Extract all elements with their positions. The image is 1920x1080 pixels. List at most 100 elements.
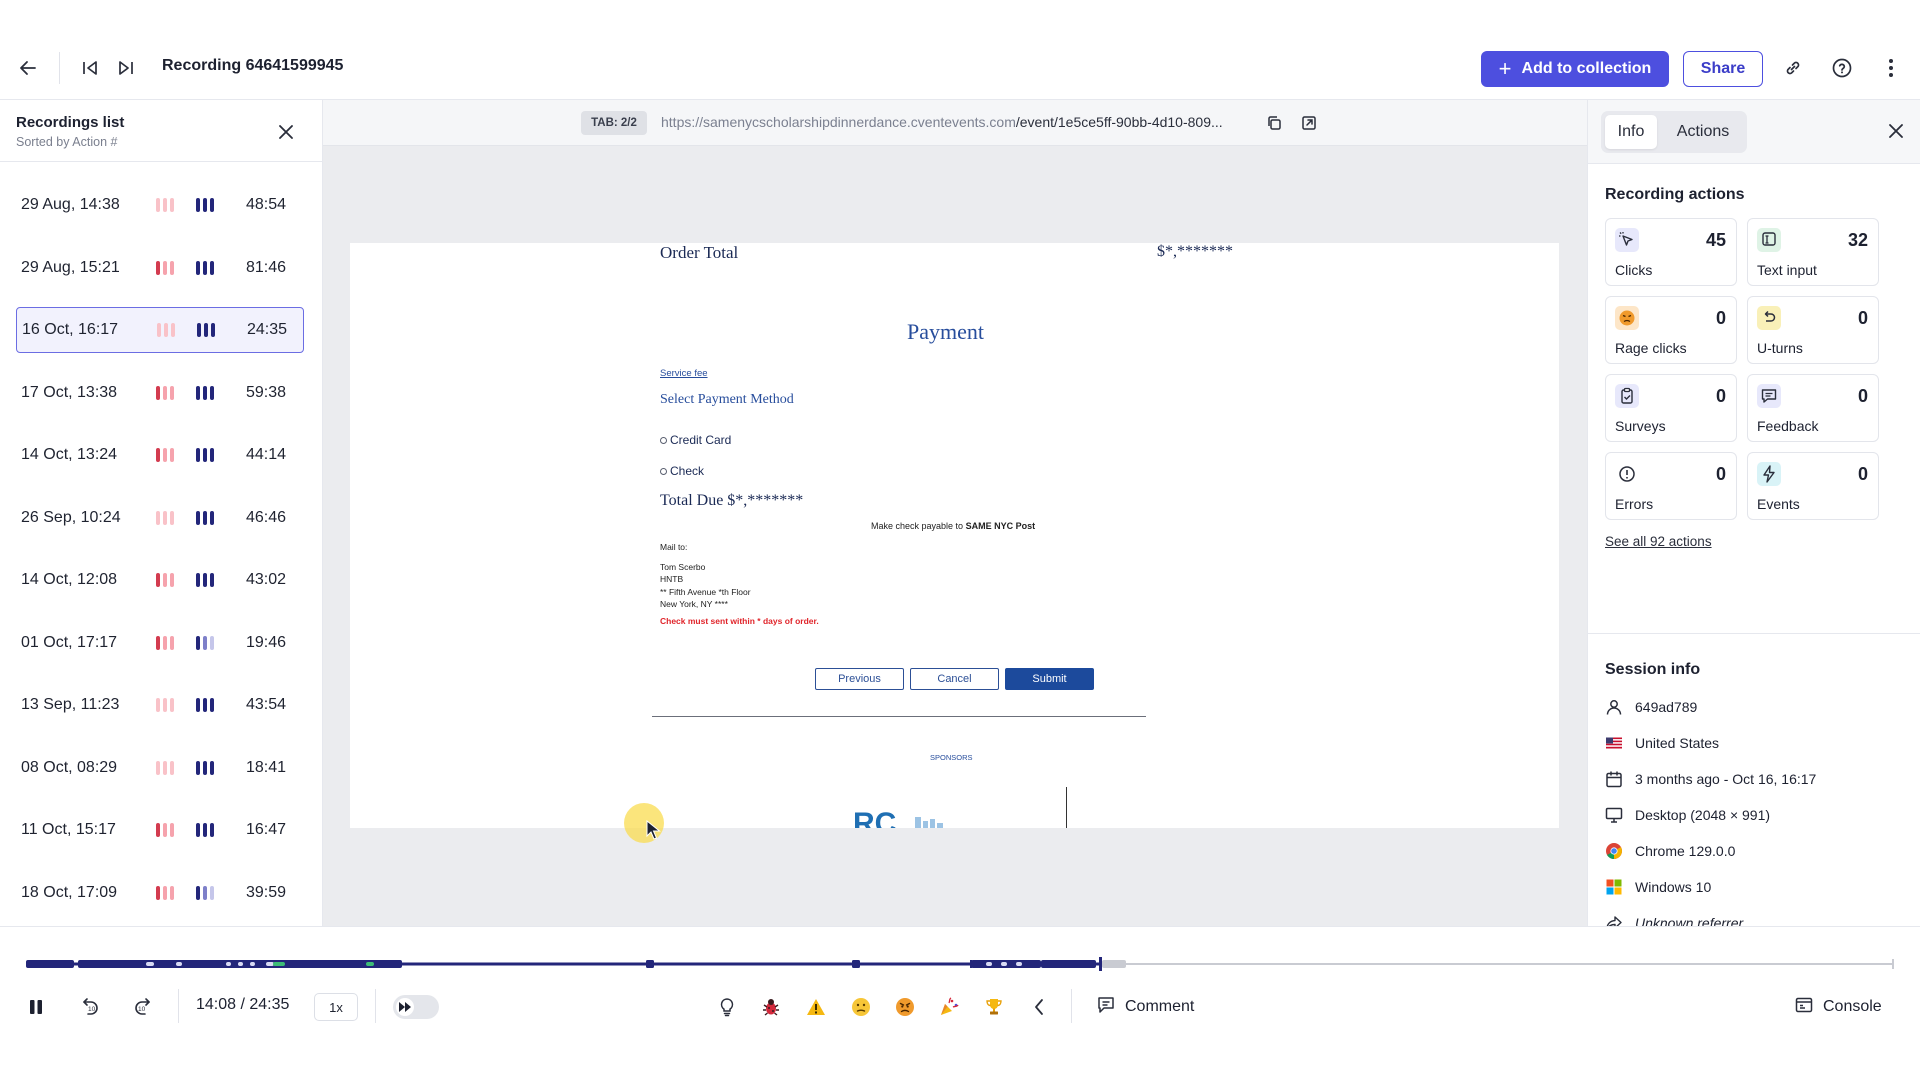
page-divider: [652, 716, 1146, 717]
see-all-actions-link[interactable]: See all 92 actions: [1605, 534, 1712, 549]
timeline-event-cluster: [216, 960, 306, 968]
action-card[interactable]: 32 Text input: [1747, 218, 1879, 286]
open-external-icon[interactable]: [1298, 112, 1320, 134]
check-option[interactable]: Check: [660, 464, 704, 478]
angry-face-icon[interactable]: [893, 995, 917, 1019]
action-card[interactable]: 0 U-turns: [1747, 296, 1879, 364]
recording-duration: 39:59: [246, 883, 287, 901]
sponsor-divider: [1066, 787, 1067, 828]
rage-level-indicator: [156, 198, 174, 212]
submit-button[interactable]: Submit: [1005, 668, 1094, 690]
feedback-icon: [1757, 384, 1781, 408]
action-card[interactable]: 0 Rage clicks: [1605, 296, 1737, 364]
comment-label: Comment: [1125, 998, 1195, 1015]
confused-face-icon[interactable]: [849, 995, 873, 1019]
comment-button[interactable]: Comment: [1097, 992, 1194, 1022]
help-icon[interactable]: [1828, 54, 1856, 82]
radio-icon[interactable]: [660, 467, 667, 475]
credit-card-option[interactable]: Credit Card: [660, 433, 731, 447]
level-bar: [156, 385, 160, 400]
action-card[interactable]: 0 Events: [1747, 452, 1879, 520]
level-bar: [203, 510, 207, 525]
cancel-button[interactable]: Cancel: [910, 668, 999, 690]
engagement-level-indicator: [196, 698, 214, 712]
level-bar: [203, 198, 207, 212]
radio-icon[interactable]: [660, 436, 667, 444]
level-bar: [163, 698, 167, 712]
action-card[interactable]: 0 Feedback: [1747, 374, 1879, 442]
copy-icon[interactable]: [1263, 112, 1285, 134]
forward-10-icon[interactable]: 10: [130, 994, 156, 1020]
previous-button[interactable]: Previous: [815, 668, 904, 690]
rage-level-indicator: [156, 698, 174, 712]
action-card[interactable]: 45 Clicks: [1605, 218, 1737, 286]
tab-actions[interactable]: Actions: [1676, 123, 1730, 140]
action-card[interactable]: 0 Errors: [1605, 452, 1737, 520]
address-line: New York, NY ****: [660, 598, 728, 609]
recording-list-item[interactable]: 14 Oct, 13:24 44:14: [16, 432, 304, 478]
pause-icon[interactable]: [24, 995, 48, 1019]
recording-list-item[interactable]: 18 Oct, 17:09 39:59: [16, 870, 304, 916]
recording-list-item[interactable]: 11 Oct, 15:17 16:47: [16, 807, 304, 853]
recording-list-item[interactable]: 14 Oct, 12:08 43:02: [16, 557, 304, 603]
back-arrow-icon[interactable]: [14, 54, 42, 82]
next-recording-icon[interactable]: [112, 54, 140, 82]
rewind-10-icon[interactable]: 10: [77, 994, 103, 1020]
timeline-event-marker: [176, 962, 182, 966]
level-bar: [210, 260, 214, 275]
previous-recording-icon[interactable]: [76, 54, 104, 82]
share-button[interactable]: Share: [1683, 51, 1763, 87]
action-card[interactable]: 0 Surveys: [1605, 374, 1737, 442]
level-bar: [203, 635, 207, 650]
rage-level-indicator: [157, 323, 175, 337]
close-icon[interactable]: [1884, 119, 1908, 143]
cursor-highlight: [624, 803, 664, 843]
level-bar: [203, 385, 207, 400]
recording-date: 26 Sep, 10:24: [21, 508, 121, 526]
level-bar: [163, 260, 167, 275]
timeline-scrubber[interactable]: [26, 957, 1894, 971]
console-icon: [1795, 996, 1813, 1019]
recording-list-item[interactable]: 16 Oct, 16:17 24:35: [16, 307, 304, 353]
chevron-left-icon[interactable]: [1027, 995, 1051, 1019]
service-fee-link[interactable]: Service fee: [660, 368, 708, 379]
lightbulb-icon[interactable]: [715, 995, 739, 1019]
session-info-section: Session info 649ad789 United States 3 mont…: [1588, 633, 1920, 931]
check-payable-name: SAME NYC Post: [965, 521, 1036, 531]
warning-icon[interactable]: [804, 995, 828, 1019]
more-options-icon[interactable]: [1877, 54, 1905, 82]
recording-duration: 24:35: [247, 321, 288, 338]
recording-list-item[interactable]: 29 Aug, 14:38 48:54: [16, 182, 304, 228]
info-panel: Info Actions Recording actions 45 Clicks 3…: [1587, 100, 1920, 931]
level-bar: [170, 823, 174, 837]
trophy-icon[interactable]: [982, 995, 1006, 1019]
rage-level-indicator: [156, 448, 174, 462]
check-label: Check: [670, 464, 705, 478]
level-bar: [156, 573, 160, 587]
link-icon[interactable]: [1779, 54, 1807, 82]
recording-actions-heading: Recording actions: [1605, 186, 1745, 203]
recording-list-item[interactable]: 26 Sep, 10:24 46:46: [16, 495, 304, 541]
recording-list-item[interactable]: 29 Aug, 15:21 81:46: [16, 245, 304, 291]
close-icon[interactable]: [274, 120, 298, 144]
recording-list-item[interactable]: 17 Oct, 13:38 59:38: [16, 370, 304, 416]
recording-list-item[interactable]: 13 Sep, 11:23 43:54: [16, 682, 304, 728]
add-to-collection-button[interactable]: + Add to collection: [1481, 51, 1669, 87]
level-bar: [203, 698, 207, 712]
address-line: HNTB: [660, 574, 684, 585]
recording-list-item[interactable]: 08 Oct, 08:29 18:41: [16, 745, 304, 791]
party-popper-icon[interactable]: [937, 995, 961, 1019]
check-payable-prefix: Make check payable to: [871, 521, 964, 531]
level-bar: [196, 448, 200, 462]
action-count: 0: [1715, 308, 1726, 328]
speed-button[interactable]: 1x: [314, 993, 358, 1021]
console-button[interactable]: Console: [1795, 992, 1882, 1022]
tab-info[interactable]: Info: [1605, 115, 1657, 149]
level-bar: [203, 448, 207, 462]
timeline-end-marker: [1892, 959, 1894, 969]
bug-icon[interactable]: [759, 995, 783, 1019]
sidebar-header: Recordings list Sorted by Action #: [0, 100, 322, 162]
skip-inactivity-toggle[interactable]: [393, 995, 439, 1019]
u-turn-icon: [1757, 306, 1781, 330]
recording-list-item[interactable]: 01 Oct, 17:17 19:46: [16, 620, 304, 666]
